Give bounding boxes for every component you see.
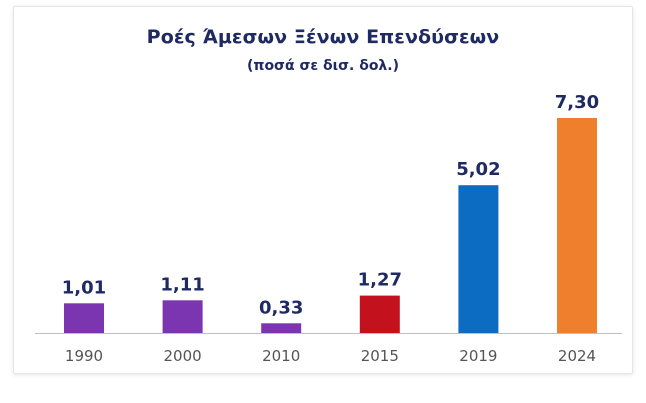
bar-2010	[261, 323, 302, 333]
x-tick-label-group: 1990 2000 2010 2015 2019 2024	[65, 347, 596, 365]
bar-2000	[162, 300, 203, 333]
bar-1990	[64, 303, 104, 333]
x-tick-label-2000: 2000	[164, 347, 202, 365]
value-label-group: 1,01 1,11 0,33 1,27 5,02 7,30	[62, 92, 599, 318]
x-tick-label-1990: 1990	[65, 347, 103, 365]
value-label-2015: 1,27	[358, 270, 402, 291]
chart-subtitle: (ποσά σε δισ. δολ.)	[246, 58, 400, 74]
chart-title: Ροές Άμεσων Ξένων Επενδύσεων	[146, 26, 500, 48]
bar-2015	[359, 295, 400, 333]
bar-2024	[557, 118, 597, 333]
value-label-2010: 0,33	[259, 297, 303, 318]
value-label-2024: 7,30	[555, 92, 599, 113]
value-label-2019: 5,02	[456, 159, 500, 180]
x-tick-label-2024: 2024	[558, 347, 596, 365]
x-tick-label-2019: 2019	[459, 347, 497, 365]
value-label-1990: 1,01	[62, 277, 106, 298]
value-label-2000: 1,11	[160, 274, 204, 295]
bar-2019	[458, 185, 499, 333]
x-tick-label-2015: 2015	[361, 347, 399, 365]
bar-group	[64, 118, 597, 333]
x-tick-label-2010: 2010	[262, 347, 300, 365]
chart-card	[13, 6, 633, 374]
